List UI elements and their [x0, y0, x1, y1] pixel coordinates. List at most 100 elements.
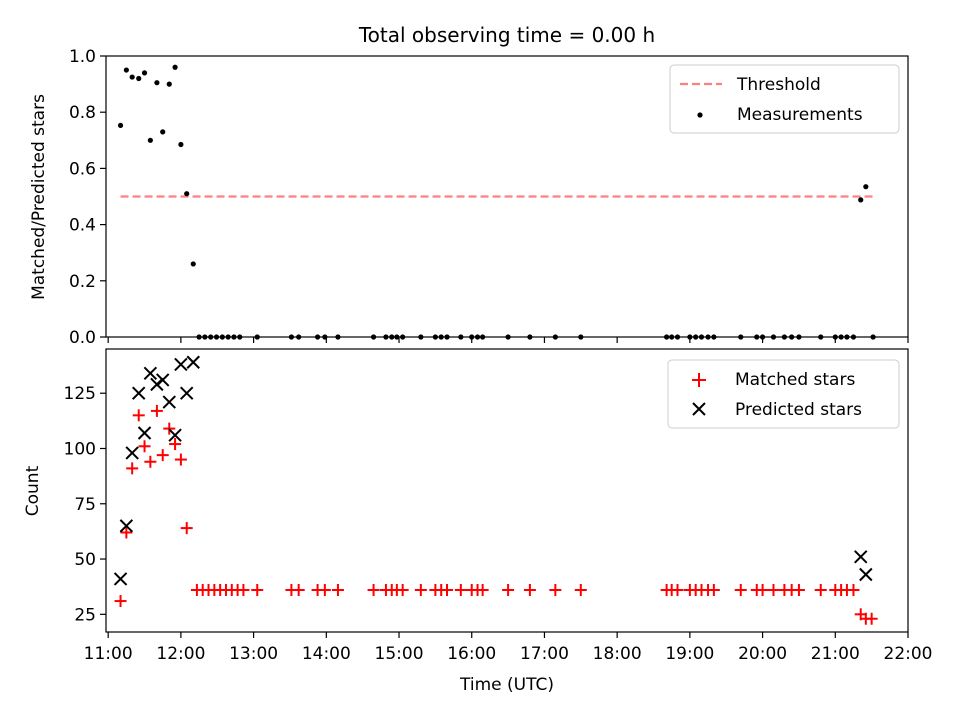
bottom-x-ticks: 11:00 12:00 13:00 14:00 15:00 16:00 17:00 18:00… [84, 632, 933, 664]
predicted-star-point [143, 366, 158, 381]
predicted-star-point [174, 357, 188, 372]
predicted-legend-label: Predicted stars [735, 400, 862, 420]
x-tick-label: 11:00 [84, 644, 133, 664]
predicted-star-point [132, 386, 146, 400]
x-tick-label: 22:00 [884, 644, 933, 664]
matched-star-point [174, 453, 187, 466]
measurement-point [129, 74, 135, 80]
x-tick-label: 15:00 [375, 644, 424, 664]
matched-star-point [251, 583, 264, 596]
matched-star-point [163, 422, 176, 435]
matched-star-point [318, 583, 331, 596]
top-y-tick-label: 0.0 [69, 328, 96, 348]
matched-star-point [144, 455, 157, 468]
predicted-star-point [180, 386, 194, 400]
top-y-ticks: 0.0 0.2 0.4 0.6 0.8 1.0 [69, 47, 106, 348]
x-tick-label: 14:00 [302, 644, 351, 664]
measurement-point [858, 197, 864, 203]
x-tick-label: 13:00 [229, 644, 278, 664]
measurement-point [184, 191, 190, 197]
matched-star-point [138, 440, 151, 453]
bottom-y-tick-label: 50 [74, 550, 96, 570]
x-axis-label: Time (UTC) [459, 675, 554, 695]
predicted-star-point [162, 395, 176, 409]
x-tick-label: 12:00 [156, 644, 205, 664]
bottom-y-axis-label: Count [23, 465, 43, 516]
measurement-point [863, 184, 869, 190]
matched-star-point [523, 583, 536, 596]
matched-star-point [476, 583, 489, 596]
x-tick-label: 20:00 [738, 644, 787, 664]
matched-star-point [180, 522, 193, 535]
x-tick-label: 16:00 [447, 644, 496, 664]
measurement-point [147, 137, 153, 143]
measurement-points [117, 64, 876, 340]
predicted-star-point [156, 373, 170, 387]
top-y-tick-label: 0.4 [69, 216, 96, 236]
predicted-star-point [119, 519, 134, 533]
predicted-star-point [113, 572, 128, 586]
x-tick-label: 17:00 [520, 644, 569, 664]
measurement-point [190, 261, 196, 267]
bottom-y-ticks: 25 50 75 100 125 [64, 384, 106, 625]
measurement-point [160, 129, 166, 135]
predicted-star-point [186, 355, 200, 369]
threshold-legend-label: Threshold [736, 75, 821, 95]
predicted-star-point [859, 567, 873, 582]
matched-star-point [767, 583, 780, 596]
x-tick-label: 18:00 [593, 644, 642, 664]
top-panel: 0.0 0.2 0.4 0.6 0.8 1.0 Matched/Predicted sta… [29, 47, 909, 348]
matched-star-point [237, 583, 250, 596]
matched-star-point [132, 409, 145, 422]
measurement-point [178, 141, 184, 148]
bottom-panel: 25 50 75 100 125 11:00 12:00 13:00 14:00 15:00 16… [23, 348, 933, 695]
top-y-tick-label: 0.6 [69, 159, 96, 179]
matched-star-point [396, 583, 409, 596]
matched-star-point [756, 583, 769, 596]
top-y-tick-label: 0.8 [69, 103, 96, 123]
bottom-y-tick-label: 75 [74, 495, 96, 515]
matched-star-point [574, 583, 587, 596]
matched-star-point [126, 462, 139, 475]
measurement-point [136, 75, 142, 82]
measurement-point [123, 67, 129, 73]
matched-star-point [847, 583, 860, 596]
predicted-star-point [854, 550, 868, 564]
top-plot-frame [105, 55, 909, 338]
matched-legend-label: Matched stars [735, 370, 855, 390]
matched-star-point [331, 583, 344, 596]
matched-star-point [414, 583, 427, 596]
matched-star-point [734, 583, 747, 596]
chart-title: Total observing time = 0.00 h [358, 23, 655, 47]
measurements-legend-label: Measurements [737, 105, 863, 125]
top-legend: Threshold Measurements [669, 64, 900, 134]
top-y-tick-label: 0.2 [69, 272, 96, 292]
predicted-legend-swatch [692, 402, 706, 416]
predicted-star-point [137, 426, 152, 440]
predicted-star-point [125, 446, 139, 460]
bottom-legend-box [667, 359, 900, 429]
bottom-y-tick-label: 125 [64, 384, 96, 404]
matched-star-point [707, 583, 720, 596]
measurement-point [154, 80, 160, 86]
top-legend-box [669, 64, 900, 134]
measurement-point [172, 64, 178, 70]
matched-star-point [502, 583, 515, 596]
matched-star-point [671, 583, 684, 596]
matched-star-point [120, 526, 133, 539]
matched-star-point [549, 583, 562, 596]
matched-star-point [814, 583, 827, 596]
top-y-axis-label: Matched/Predicted stars [29, 94, 49, 300]
top-y-tick-label: 1.0 [69, 47, 96, 67]
bottom-plot-frame [105, 348, 909, 633]
bottom-y-tick-label: 100 [64, 439, 96, 459]
measurement-point [141, 70, 148, 76]
measurement-point [166, 81, 172, 87]
x-tick-label: 19:00 [665, 644, 714, 664]
measurement-point [117, 122, 124, 129]
matched-star-point [865, 612, 878, 625]
matched-star-point [454, 583, 467, 596]
matched-star-point [292, 583, 305, 596]
matched-star-point [367, 583, 380, 596]
